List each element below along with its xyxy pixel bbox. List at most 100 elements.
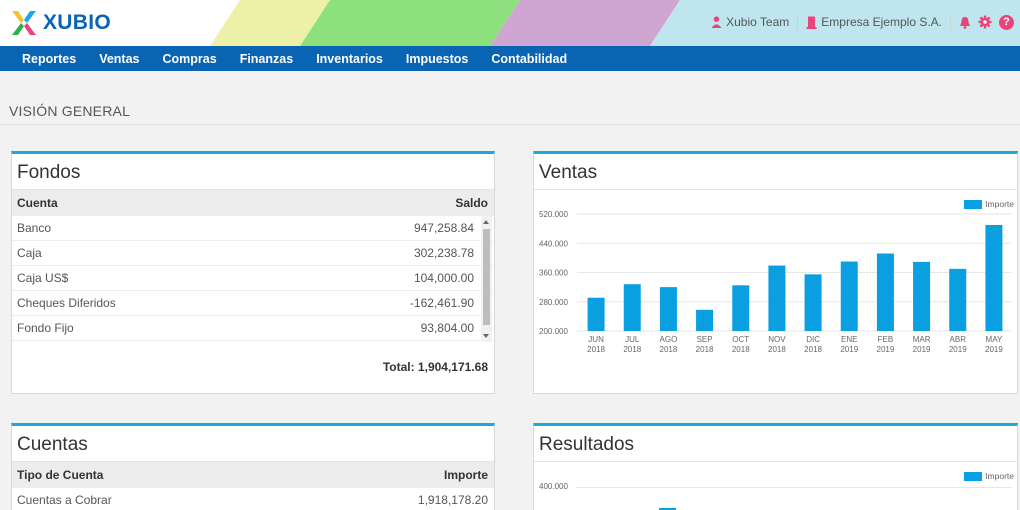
header-decoration <box>210 0 1020 46</box>
account-name: Banco <box>17 221 52 235</box>
fondos-card: Fondos Cuenta Saldo Banco 947,258.84 Caj… <box>11 151 495 394</box>
account-balance: 93,804.00 <box>420 321 474 335</box>
account-type: Cuentas a Cobrar <box>17 493 112 507</box>
nav-item-impuestos[interactable]: Impuestos <box>405 51 469 66</box>
bar[interactable] <box>732 285 750 331</box>
bar[interactable] <box>876 253 894 331</box>
x-tick-label: FEB <box>878 335 894 344</box>
ventas-chart: 520.000440.000360.000280.000200.000JUN20… <box>539 210 1011 354</box>
fondos-table-header: Cuenta Saldo <box>12 190 494 216</box>
resultados-title: Resultados <box>539 434 635 455</box>
divider <box>534 461 1017 462</box>
bell-icon[interactable] <box>959 16 971 29</box>
x-tick-label: OCT <box>732 335 749 344</box>
account-balance: 104,000.00 <box>413 271 474 285</box>
fondos-table-body: Banco 947,258.84 Caja 302,238.78 Caja US… <box>12 216 494 342</box>
account-name: Caja US$ <box>17 271 69 285</box>
bar[interactable] <box>985 224 1003 331</box>
bar[interactable] <box>659 287 677 331</box>
fondos-scrollbar[interactable] <box>481 216 492 342</box>
y-tick-label: 400.000 <box>539 482 568 491</box>
nav-item-inventarios[interactable]: Inventarios <box>316 51 383 66</box>
company-name[interactable]: Empresa Ejemplo S.A. <box>821 15 942 29</box>
bar[interactable] <box>949 268 967 331</box>
legend-label: Importe <box>985 471 1014 481</box>
x-tick-label: 2018 <box>623 345 641 354</box>
table-row[interactable]: Cheques Diferidos -162,461.90 <box>12 291 494 316</box>
xubio-logo[interactable]: XUBIO <box>10 9 111 37</box>
bar[interactable] <box>804 274 822 331</box>
account-amount: 1,918,178.20 <box>417 493 488 507</box>
x-tick-label: SEP <box>697 335 713 344</box>
x-tick-label: 2018 <box>804 345 822 354</box>
column-header-tipo: Tipo de Cuenta <box>17 468 104 482</box>
x-tick-label: DIC <box>806 335 820 344</box>
cuentas-card: Cuentas Tipo de Cuenta Importe Cuentas a… <box>11 423 495 510</box>
nav-item-compras[interactable]: Compras <box>162 51 217 66</box>
account-balance: 947,258.84 <box>413 221 474 235</box>
resultados-card: Resultados Importe 400.000 <box>533 423 1018 510</box>
x-tick-label: 2018 <box>587 345 605 354</box>
x-tick-label: ABR <box>950 335 967 344</box>
main-nav: Reportes Ventas Compras Finanzas Inventa… <box>0 46 1020 71</box>
scroll-down-icon[interactable] <box>483 334 489 338</box>
table-row[interactable]: Caja US$ 104,000.00 <box>12 266 494 291</box>
bar[interactable] <box>659 508 676 510</box>
y-tick-label: 440.000 <box>539 239 568 248</box>
x-tick-label: 2019 <box>949 345 967 354</box>
resultados-legend: Importe <box>964 471 1014 481</box>
column-header-importe: Importe <box>443 468 488 482</box>
building-icon <box>806 16 817 29</box>
x-tick-label: JUL <box>625 335 640 344</box>
gridline <box>576 487 1012 488</box>
x-tick-label: 2019 <box>877 345 895 354</box>
account-name: Cheques Diferidos <box>17 296 116 310</box>
x-tick-label: 2018 <box>660 345 678 354</box>
bar[interactable] <box>587 297 605 331</box>
page-title: VISIÓN GENERAL <box>9 103 131 119</box>
bar[interactable] <box>913 261 931 331</box>
x-tick-label: 2018 <box>768 345 786 354</box>
title-divider <box>0 124 1020 125</box>
table-row[interactable]: Caja 302,238.78 <box>12 241 494 266</box>
gear-icon[interactable] <box>978 15 992 29</box>
help-icon[interactable]: ? <box>999 14 1014 30</box>
nav-item-reportes[interactable]: Reportes <box>22 51 77 66</box>
x-tick-label: MAY <box>986 335 1003 344</box>
divider <box>12 461 494 462</box>
bar[interactable] <box>696 309 714 331</box>
account-name: Fondo Fijo <box>17 321 74 335</box>
table-row[interactable]: Banco 947,258.84 <box>12 216 494 241</box>
account-balance: -162,461.90 <box>409 296 474 310</box>
y-tick-label: 280.000 <box>539 298 568 307</box>
scroll-thumb[interactable] <box>483 229 490 325</box>
x-tick-label: AGO <box>660 335 678 344</box>
legend-swatch <box>964 199 983 209</box>
nav-item-contabilidad[interactable]: Contabilidad <box>491 51 568 66</box>
x-tick-label: 2019 <box>985 345 1003 354</box>
fondos-title: Fondos <box>17 162 81 183</box>
y-tick-label: 360.000 <box>539 269 568 278</box>
divider <box>797 14 799 30</box>
table-row[interactable]: Cuentas a Cobrar 1,918,178.20 <box>12 488 494 510</box>
account-name: Caja <box>17 246 42 260</box>
table-row[interactable]: Fondo Fijo 93,804.00 <box>12 316 494 341</box>
y-tick-label: 520.000 <box>539 210 568 219</box>
cuentas-table-header: Tipo de Cuenta Importe <box>12 462 494 488</box>
user-icon <box>711 16 722 28</box>
scroll-up-icon[interactable] <box>483 220 489 224</box>
user-name[interactable]: Xubio Team <box>726 15 790 29</box>
x-tick-label: 2018 <box>732 345 750 354</box>
bar[interactable] <box>623 284 641 331</box>
xubio-logo-icon <box>12 11 36 35</box>
fondos-total: Total: 1,904,171.68 <box>382 360 488 374</box>
nav-item-ventas[interactable]: Ventas <box>99 51 140 66</box>
x-tick-label: NOV <box>768 335 786 344</box>
ventas-card: Ventas Importe 520.000 440.000 360.000 280.… <box>533 151 1018 394</box>
cuentas-title: Cuentas <box>17 434 88 455</box>
top-header: XUBIO Xubio Team Empresa Ejemplo S.A. ? <box>0 0 1020 46</box>
bar[interactable] <box>840 261 858 331</box>
account-balance: 302,238.78 <box>413 246 474 260</box>
bar[interactable] <box>768 265 786 331</box>
nav-item-finanzas[interactable]: Finanzas <box>239 51 294 66</box>
